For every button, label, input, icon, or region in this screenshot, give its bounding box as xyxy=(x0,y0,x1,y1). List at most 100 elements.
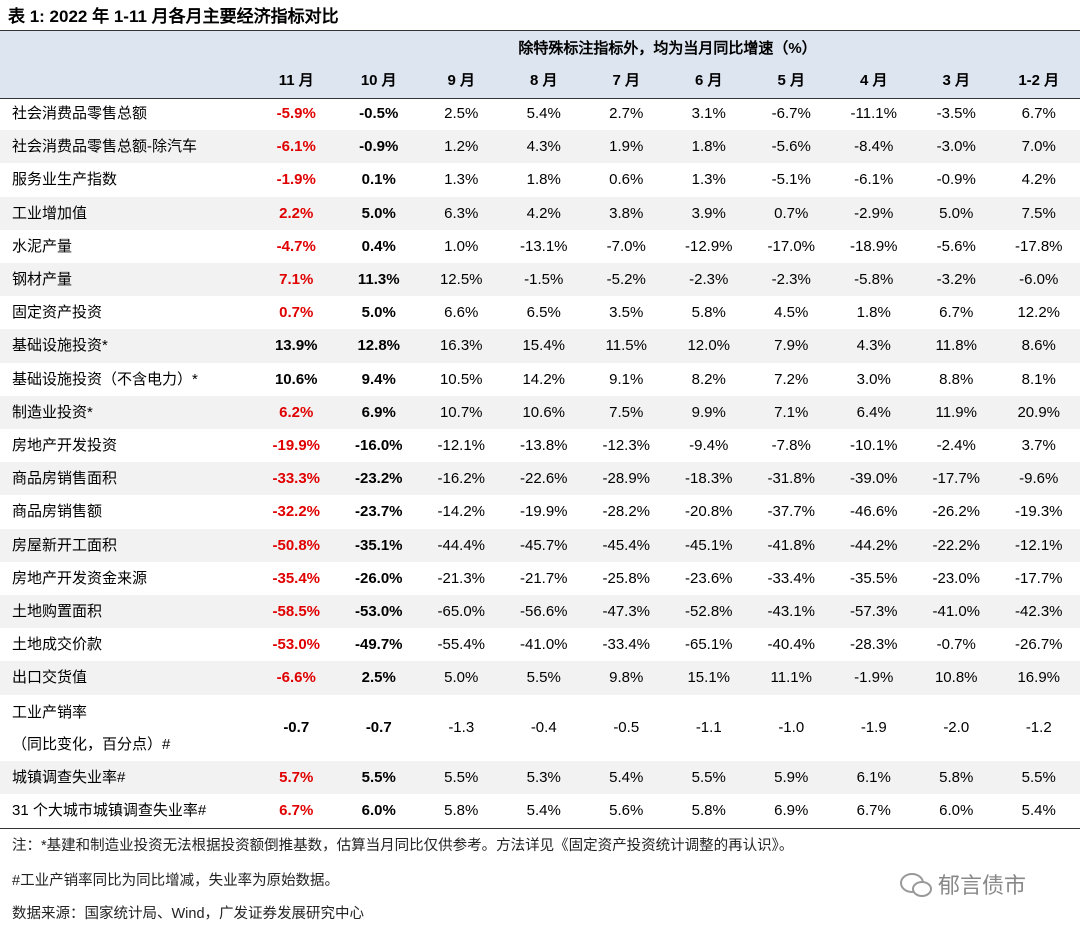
cell: 15.4% xyxy=(522,337,566,355)
cell: 5.9% xyxy=(774,769,809,786)
cell: -40.4% xyxy=(767,636,816,654)
cell: -14.2% xyxy=(437,503,486,521)
cell: 7.1% xyxy=(774,403,809,421)
cell: 10.8% xyxy=(934,669,978,687)
cell: 9.4% xyxy=(361,370,396,388)
row-label: 工业产销率 xyxy=(12,703,88,721)
cell: 2.2% xyxy=(279,204,314,222)
cell: -4.7% xyxy=(276,237,316,255)
cell: -23.2% xyxy=(354,470,403,488)
row-shade xyxy=(0,395,1080,429)
cell: 11.5% xyxy=(605,337,647,355)
cell: -25.8% xyxy=(602,569,651,587)
cell: 3.9% xyxy=(691,204,726,222)
cell: -47.3% xyxy=(602,603,651,620)
cell: -10.1% xyxy=(849,437,898,454)
cell: 3.5% xyxy=(609,304,644,322)
cell: -19.9% xyxy=(272,437,321,454)
row-label: 土地成交价款 xyxy=(12,636,103,654)
row-label: 固定资产投资 xyxy=(12,304,103,322)
cell: -5.2% xyxy=(606,271,646,288)
cell: 7.9% xyxy=(774,337,809,355)
cell: -45.1% xyxy=(684,536,733,554)
cell: 10.6% xyxy=(522,403,566,421)
cell: 7.1% xyxy=(279,271,314,288)
cell: -28.2% xyxy=(602,503,651,521)
cell: -18.3% xyxy=(684,470,733,488)
cell: -1.9 xyxy=(860,718,887,736)
cell: 6.2% xyxy=(279,403,314,421)
cell: -26.0% xyxy=(354,569,403,587)
cell: -5.9% xyxy=(276,105,316,122)
cell: 5.6% xyxy=(609,802,644,820)
cell: 5.4% xyxy=(526,105,561,122)
cell: 6.0% xyxy=(361,802,396,820)
cell: 4.5% xyxy=(774,304,809,322)
cell: -21.3% xyxy=(437,569,486,587)
cell: 6.4% xyxy=(856,403,891,421)
cell: -1.9% xyxy=(276,171,316,189)
row-label: 制造业投资* xyxy=(12,403,93,421)
cell: -42.3% xyxy=(1014,603,1063,620)
cell: -1.2 xyxy=(1025,718,1052,736)
cell: 3.7% xyxy=(1021,437,1056,454)
cell: -44.4% xyxy=(437,536,486,554)
cell: 3.1% xyxy=(691,105,726,122)
cell: 5.7% xyxy=(279,769,314,786)
cell: 4.2% xyxy=(526,204,561,222)
cell: -28.9% xyxy=(602,470,651,488)
cell: 5.4% xyxy=(609,769,644,786)
cell: 2.5% xyxy=(361,669,396,687)
cell: 6.1% xyxy=(856,769,891,786)
cell: 5.8% xyxy=(939,769,974,786)
cell: 6.7% xyxy=(279,802,314,820)
cell: 8.2% xyxy=(691,370,726,388)
row-label: 服务业生产指数 xyxy=(12,171,118,189)
column-header: 5 月 xyxy=(777,72,805,89)
cell: -16.0% xyxy=(354,437,403,454)
cell: -44.2% xyxy=(849,536,898,554)
row-label: 水泥产量 xyxy=(12,237,73,255)
cell: -1.0 xyxy=(778,718,805,736)
cell: -3.5% xyxy=(936,105,976,122)
cell: 20.9% xyxy=(1017,403,1061,421)
row-label: 城镇调查失业率# xyxy=(12,769,126,786)
cell: 1.2% xyxy=(444,138,479,156)
row-shade xyxy=(0,196,1080,230)
cell: -45.7% xyxy=(519,536,568,554)
cell: 6.9% xyxy=(774,802,809,820)
column-header: 10 月 xyxy=(360,72,397,89)
cell: -2.4% xyxy=(936,437,976,454)
row-label: 房地产开发资金来源 xyxy=(12,569,148,587)
cell: -35.1% xyxy=(354,536,403,554)
cell: -5.6% xyxy=(771,138,811,156)
row-shade xyxy=(0,329,1080,363)
cell: -23.7% xyxy=(354,503,403,521)
cell: 1.8% xyxy=(856,304,891,322)
cell: 16.3% xyxy=(439,337,483,355)
cell: -5.6% xyxy=(936,237,976,255)
title: 表 1: 2022 年 1-11 月各月主要经济指标对比 xyxy=(8,7,339,26)
cell: 6.6% xyxy=(444,304,479,322)
cell: 0.6% xyxy=(609,171,644,189)
cell: -2.3% xyxy=(689,271,729,288)
cell: -55.4% xyxy=(437,636,486,654)
cell: -21.7% xyxy=(519,569,568,587)
cell: 9.8% xyxy=(609,669,644,687)
cell: 8.1% xyxy=(1021,370,1056,388)
cell: 12.2% xyxy=(1017,304,1061,322)
column-header: 8 月 xyxy=(529,72,558,89)
cell: -33.4% xyxy=(602,636,651,654)
wechat-icon xyxy=(900,873,932,897)
cell: 7.5% xyxy=(609,403,644,421)
cell: 5.8% xyxy=(691,304,726,322)
column-header: 1-2 月 xyxy=(1018,72,1060,89)
cell: 12.0% xyxy=(687,337,731,355)
cell: 12.8% xyxy=(357,337,401,355)
cell: 1.3% xyxy=(691,171,726,189)
column-header: 11 月 xyxy=(278,72,314,89)
cell: 10.6% xyxy=(274,370,318,388)
cell: -23.6% xyxy=(684,569,733,587)
cell: 1.9% xyxy=(609,138,644,156)
cell: -0.4 xyxy=(530,718,557,736)
